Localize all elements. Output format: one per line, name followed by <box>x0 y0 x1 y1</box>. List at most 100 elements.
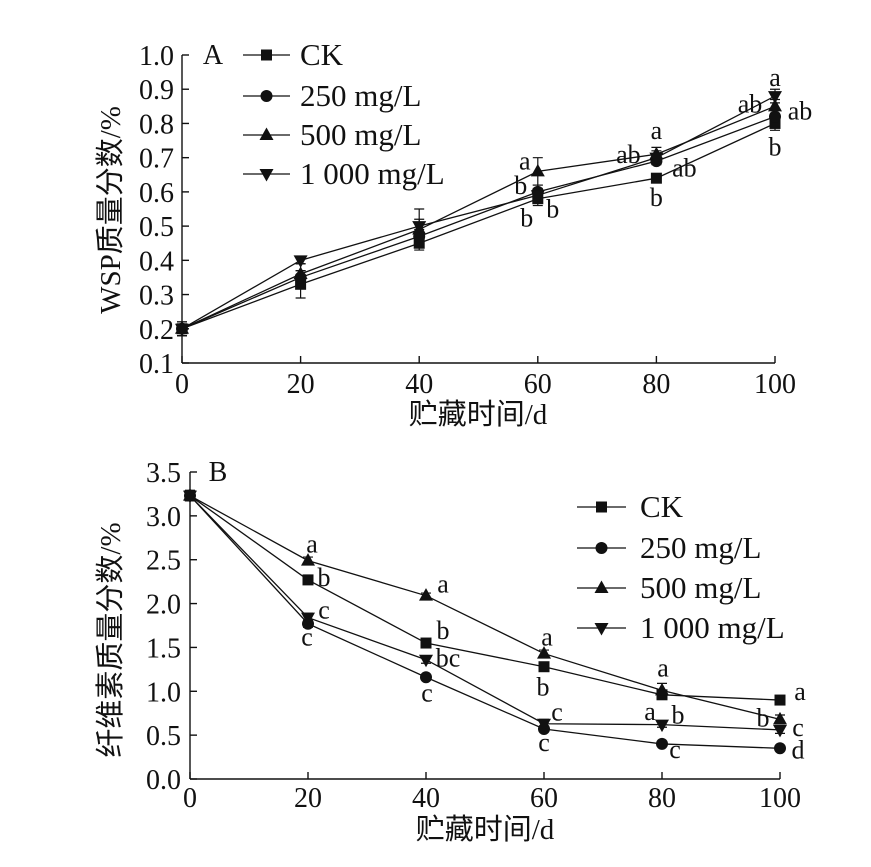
x-tick-label: 100 <box>759 783 801 814</box>
y-tick-label: 0.3 <box>139 281 174 312</box>
series-line-500-mg-l <box>189 495 781 720</box>
significance-letter-1-000-mg-l: c <box>318 596 330 625</box>
legend-symbol-triangle-up <box>594 580 609 593</box>
significance-letter-500-mg-l: a <box>541 623 553 652</box>
significance-letter-ck: a <box>794 677 806 706</box>
data-point-1-000-mg-l <box>773 724 787 738</box>
significance-letter-1-000-mg-l: a <box>769 63 781 92</box>
x-tick-label: 40 <box>412 783 440 814</box>
y-tick-label: 0.7 <box>139 144 174 175</box>
legend-entry: 250 mg/L <box>243 78 421 113</box>
y-tick-label: 0.6 <box>139 178 174 209</box>
significance-letter-500-mg-l: a <box>651 116 663 145</box>
legend-label: 250 mg/L <box>300 78 421 113</box>
significance-letter-1-000-mg-l: ab <box>672 154 697 183</box>
x-tick-label: 80 <box>642 369 670 400</box>
legend-label: 500 mg/L <box>300 117 421 152</box>
panel-label: B <box>209 457 228 488</box>
data-point-1-000-mg-l <box>768 91 782 104</box>
significance-letter-500-mg-l: a <box>306 530 318 559</box>
y-tick-label: 3.0 <box>146 502 181 533</box>
legend-symbol-circle <box>260 90 273 102</box>
data-point-ck <box>538 661 550 673</box>
legend-entry: 1 000 mg/L <box>577 610 785 645</box>
series-line-250-mg-l <box>189 495 781 749</box>
legend-label: 1 000 mg/L <box>640 610 785 645</box>
data-point-1-000-mg-l <box>183 490 197 504</box>
data-point-ck <box>650 172 662 184</box>
significance-letter-1-000-mg-l: bc <box>436 644 461 673</box>
plot-series <box>183 488 787 755</box>
significance-letter-1-000-mg-l: c <box>551 698 563 727</box>
significance-letter-250-mg-l: c <box>538 728 550 757</box>
significance-letter-250-mg-l: c <box>669 735 681 764</box>
data-point-1-000-mg-l <box>419 654 433 668</box>
legend-entry: 1 000 mg/L <box>243 156 445 191</box>
legend-label: 250 mg/L <box>640 530 761 565</box>
data-point-500-mg-l <box>537 646 551 659</box>
x-tick-label: 20 <box>287 369 315 400</box>
x-tick-label: 60 <box>524 369 552 400</box>
legend-symbol-triangle-up <box>259 127 274 140</box>
chart-panel-a: 0.10.20.3 0.40.50.60.7 0.80.91.0 0 20 40 60 80 1… <box>94 37 812 431</box>
y-tick-label: 1.0 <box>139 41 174 72</box>
data-point-ck <box>774 694 786 706</box>
legend-symbol-square <box>596 501 607 513</box>
legend-entry: CK <box>577 489 684 524</box>
significance-letter-250-mg-l: c <box>421 678 433 707</box>
legend-label: 500 mg/L <box>640 570 761 605</box>
x-tick-label: 40 <box>405 369 433 400</box>
significance-letter-1-000-mg-l: b <box>672 701 685 730</box>
legend-entry: 500 mg/L <box>243 117 421 152</box>
x-tick-label: 100 <box>754 369 796 400</box>
significance-letter-500-mg-l: b <box>757 703 770 732</box>
data-point-250-mg-l <box>420 671 432 684</box>
legend-entry: CK <box>243 37 344 72</box>
data-point-ck <box>413 237 425 249</box>
y-axis-title: 纤维素质量分数/% <box>94 522 127 757</box>
data-point-500-mg-l <box>768 98 782 112</box>
y-tick-label: 2.0 <box>146 590 181 621</box>
legend-label: CK <box>640 489 684 524</box>
legend-symbol-circle <box>595 542 608 554</box>
significance-letter-500-mg-l: a <box>657 653 669 682</box>
data-point-250-mg-l <box>656 737 668 750</box>
legend-symbol-triangle-down <box>259 169 274 182</box>
significance-letter-ck: b <box>318 563 331 592</box>
panel-label: A <box>203 40 224 71</box>
y-tick-label: 0.4 <box>139 246 174 277</box>
series-line-1-000-mg-l <box>181 95 776 330</box>
series-line-1-000-mg-l <box>189 495 781 731</box>
y-tick-label: 2.5 <box>146 546 181 577</box>
significance-letter-250-mg-l: ab <box>616 140 641 169</box>
legend: CK 250 mg/L 500 mg/L 1 000 mg/L <box>243 37 445 191</box>
y-tick-label: 0.2 <box>139 315 174 346</box>
legend-entry: 500 mg/L <box>577 570 761 605</box>
x-tick-label: 20 <box>294 783 322 814</box>
y-tick-label: 3.5 <box>146 458 181 489</box>
chart-panel-b: 0.0 0.5 1.0 1.5 2.0 2.5 3.0 3.5 0 20 40 60 80 100 贮藏时间… <box>94 457 806 846</box>
data-point-1-000-mg-l <box>293 255 308 268</box>
data-point-1-000-mg-l <box>655 719 669 733</box>
data-point-500-mg-l <box>530 163 545 177</box>
significance-letter-ck: b <box>769 132 782 161</box>
data-point-1-000-mg-l <box>412 221 427 234</box>
y-tick-label: 0.5 <box>139 212 174 243</box>
data-point-ck <box>769 117 781 129</box>
data-point-500-mg-l <box>293 266 308 280</box>
significance-letter-ck: b <box>546 195 559 224</box>
significance-letter-1-000-mg-l: b <box>520 203 533 232</box>
x-tick-label: 60 <box>530 783 558 814</box>
significance-letter-ck: a <box>644 697 656 726</box>
significance-letter-250-mg-l: d <box>792 735 805 764</box>
data-point-250-mg-l <box>769 110 781 123</box>
y-tick-label: 1.0 <box>146 677 181 708</box>
series-line-ck <box>181 122 776 330</box>
significance-letter-500-mg-l: ab <box>738 89 763 118</box>
significance-letter-500-mg-l: a <box>519 146 531 175</box>
data-point-1-000-mg-l <box>175 323 189 337</box>
legend-label: 1 000 mg/L <box>300 156 445 191</box>
legend-label: CK <box>300 37 344 72</box>
y-tick-label: 0.0 <box>146 765 181 796</box>
